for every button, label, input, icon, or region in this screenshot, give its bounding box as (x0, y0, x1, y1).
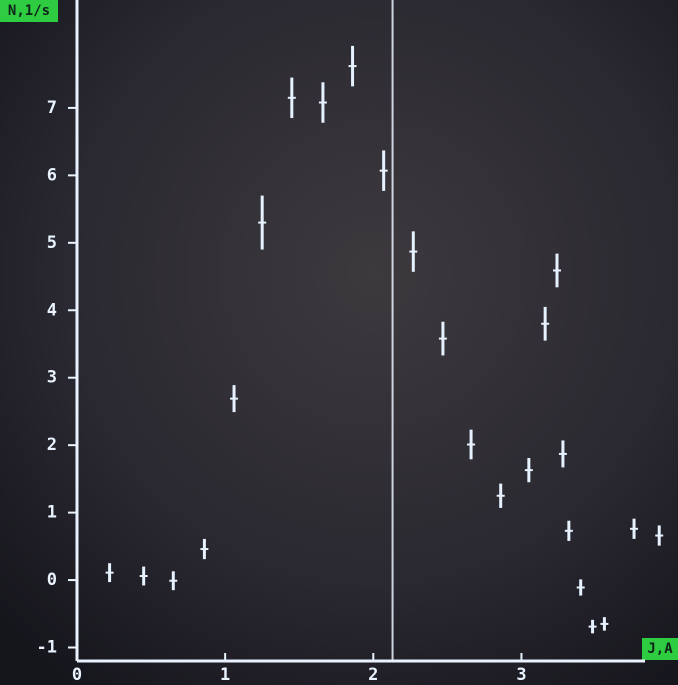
x-axis-label: J,A (647, 641, 673, 657)
y-tick-label: 4 (47, 300, 57, 320)
y-tick-label: 5 (47, 233, 57, 253)
y-tick-label: 6 (47, 165, 57, 185)
y-tick-label: 7 (47, 98, 57, 118)
y-tick-label: 1 (47, 503, 57, 523)
x-tick-label: 1 (220, 665, 230, 685)
y-tick-label: -1 (37, 638, 57, 658)
x-tick-label: 3 (516, 665, 526, 685)
y-tick-label: 2 (47, 435, 57, 455)
y-label-box (0, 0, 58, 22)
y-tick-label: 3 (47, 368, 57, 388)
y-axis-label: N,1/s (8, 3, 50, 19)
x-tick-label: 2 (368, 665, 378, 685)
x-label-box (642, 638, 678, 660)
y-tick-label: 0 (47, 570, 57, 590)
x-tick-label: 0 (72, 665, 82, 685)
